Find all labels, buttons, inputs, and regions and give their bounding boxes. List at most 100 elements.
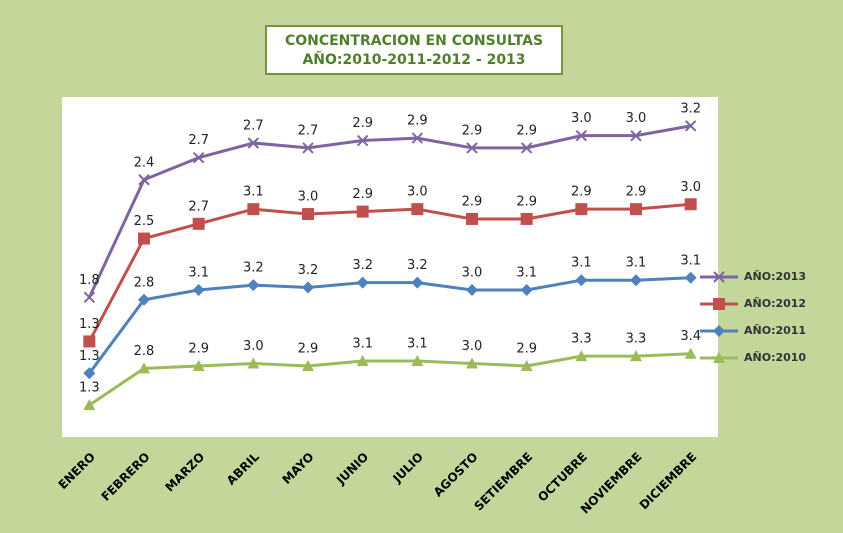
legend-label: AÑO:2010 xyxy=(744,351,806,364)
marker xyxy=(630,274,642,287)
marker xyxy=(684,120,697,132)
marker xyxy=(575,274,588,287)
data-label: 2.7 xyxy=(188,133,209,148)
data-label: 3.1 xyxy=(188,266,209,281)
legend-marker xyxy=(713,271,725,283)
marker xyxy=(192,151,205,164)
data-label: 3.4 xyxy=(680,329,701,344)
data-label: 2.9 xyxy=(462,194,483,209)
data-label: 3.1 xyxy=(680,253,701,268)
data-label: 3.2 xyxy=(407,258,428,273)
chart-title: CONCENTRACION EN CONSULTAS xyxy=(285,33,543,49)
data-label: 2.9 xyxy=(626,185,647,200)
legend-marker xyxy=(713,352,725,363)
data-label: 3.0 xyxy=(462,266,483,281)
marker xyxy=(684,347,697,359)
data-label: 3.1 xyxy=(571,256,592,271)
marker xyxy=(83,367,96,380)
legend-label: AÑO:2013 xyxy=(744,270,806,283)
marker xyxy=(630,350,642,362)
marker xyxy=(247,279,260,292)
plot-area xyxy=(62,97,718,437)
data-label: 2.4 xyxy=(134,155,155,170)
legend-label: AÑO:2012 xyxy=(744,297,806,310)
data-label: 3.0 xyxy=(680,180,701,195)
data-label: 3.1 xyxy=(407,337,428,352)
data-label: 2.9 xyxy=(571,185,592,200)
marker xyxy=(630,129,642,142)
data-label: 3.0 xyxy=(298,190,319,205)
data-label: 3.3 xyxy=(571,332,592,347)
legend-marker xyxy=(713,298,725,310)
marker xyxy=(520,212,533,225)
marker xyxy=(411,276,424,289)
data-label: 3.0 xyxy=(571,111,592,126)
data-label: 2.9 xyxy=(407,114,428,129)
data-label: 3.3 xyxy=(626,332,647,347)
marker xyxy=(356,355,369,367)
marker xyxy=(302,142,314,154)
data-label: 2.7 xyxy=(298,123,319,138)
marker xyxy=(356,276,369,289)
marker xyxy=(411,132,424,144)
line xyxy=(88,202,691,343)
data-label: 2.9 xyxy=(516,341,537,356)
marker xyxy=(520,284,533,296)
data-label: 2.7 xyxy=(243,119,264,134)
data-label: 1.3 xyxy=(79,349,100,364)
marker xyxy=(247,137,260,149)
data-label: 2.5 xyxy=(134,214,155,229)
data-label: 3.2 xyxy=(352,258,373,273)
marker xyxy=(138,362,150,374)
marker xyxy=(192,217,205,230)
marker xyxy=(466,212,478,225)
data-label: 2.7 xyxy=(188,199,209,214)
marker xyxy=(684,271,697,284)
line xyxy=(88,352,691,407)
marker xyxy=(302,359,314,371)
marker xyxy=(520,142,533,154)
data-label: 2.9 xyxy=(188,341,209,356)
title-box xyxy=(265,25,563,75)
marker xyxy=(138,174,150,186)
data-label: 3.0 xyxy=(462,339,483,354)
marker xyxy=(466,142,478,154)
marker xyxy=(302,281,314,294)
data-label: 2.8 xyxy=(134,344,155,359)
data-label: 1.3 xyxy=(79,381,100,396)
marker xyxy=(575,203,588,216)
data-label: 3.2 xyxy=(680,101,701,116)
data-label: 3.1 xyxy=(352,337,373,352)
line xyxy=(87,124,691,298)
marker xyxy=(411,203,424,216)
data-label: 3.0 xyxy=(626,111,647,126)
data-label: 1.8 xyxy=(79,273,100,288)
marker xyxy=(192,284,205,296)
marker xyxy=(684,198,697,211)
data-label: 2.9 xyxy=(516,123,537,138)
data-label: 2.9 xyxy=(462,123,483,138)
data-label: 3.1 xyxy=(516,266,537,281)
data-label: 3.0 xyxy=(243,339,264,354)
marker xyxy=(466,284,478,296)
chart-title: AÑO:2010-2011-2012 - 2013 xyxy=(302,51,525,68)
data-label: 2.9 xyxy=(516,194,537,209)
marker xyxy=(192,359,205,371)
marker xyxy=(138,293,150,306)
marker xyxy=(356,134,369,147)
data-label: 2.8 xyxy=(134,275,155,290)
line xyxy=(88,276,691,375)
marker xyxy=(83,291,96,304)
data-label: 2.9 xyxy=(298,341,319,356)
marker xyxy=(575,129,588,142)
marker xyxy=(630,203,642,216)
marker xyxy=(411,355,424,367)
marker xyxy=(247,203,260,216)
data-label: 2.9 xyxy=(352,116,373,131)
marker xyxy=(247,357,260,369)
marker xyxy=(520,359,533,371)
marker xyxy=(83,335,96,348)
data-label: 3.1 xyxy=(626,256,647,271)
data-label: 3.1 xyxy=(243,185,264,200)
